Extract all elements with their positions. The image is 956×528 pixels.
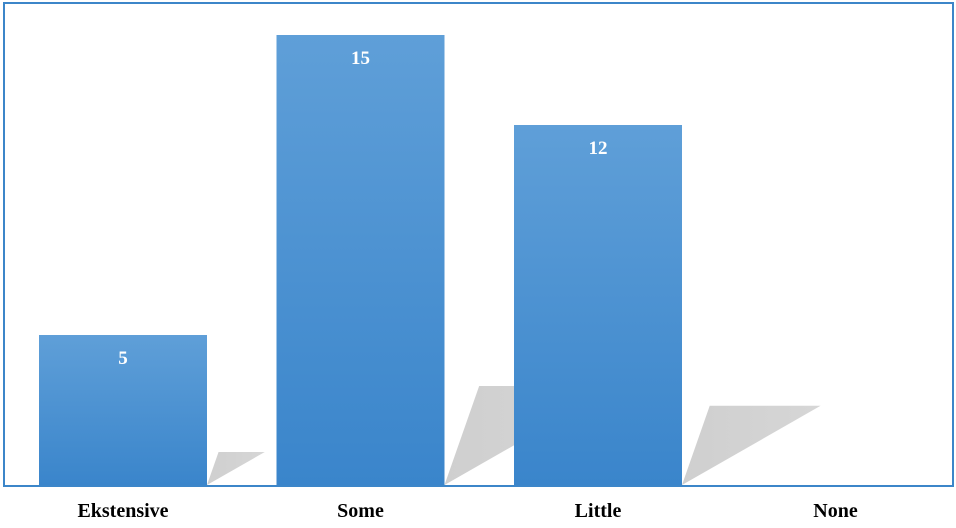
category-label: Some [337,500,384,522]
data-labels-group: 5 15 12 [118,48,607,369]
bar-shadow [207,452,265,485]
bar-ekstensive [39,335,207,485]
data-label: 5 [118,348,128,369]
category-label: Little [575,500,622,522]
bars-group [39,35,682,485]
bar-shadow [682,405,821,485]
bar-little [514,125,682,485]
category-label: None [813,500,858,522]
bar-some [276,35,445,485]
category-labels-group: Ekstensive Some Little None [77,500,857,522]
category-label: Ekstensive [77,500,168,522]
data-label: 15 [351,48,370,69]
data-label: 12 [589,138,608,159]
